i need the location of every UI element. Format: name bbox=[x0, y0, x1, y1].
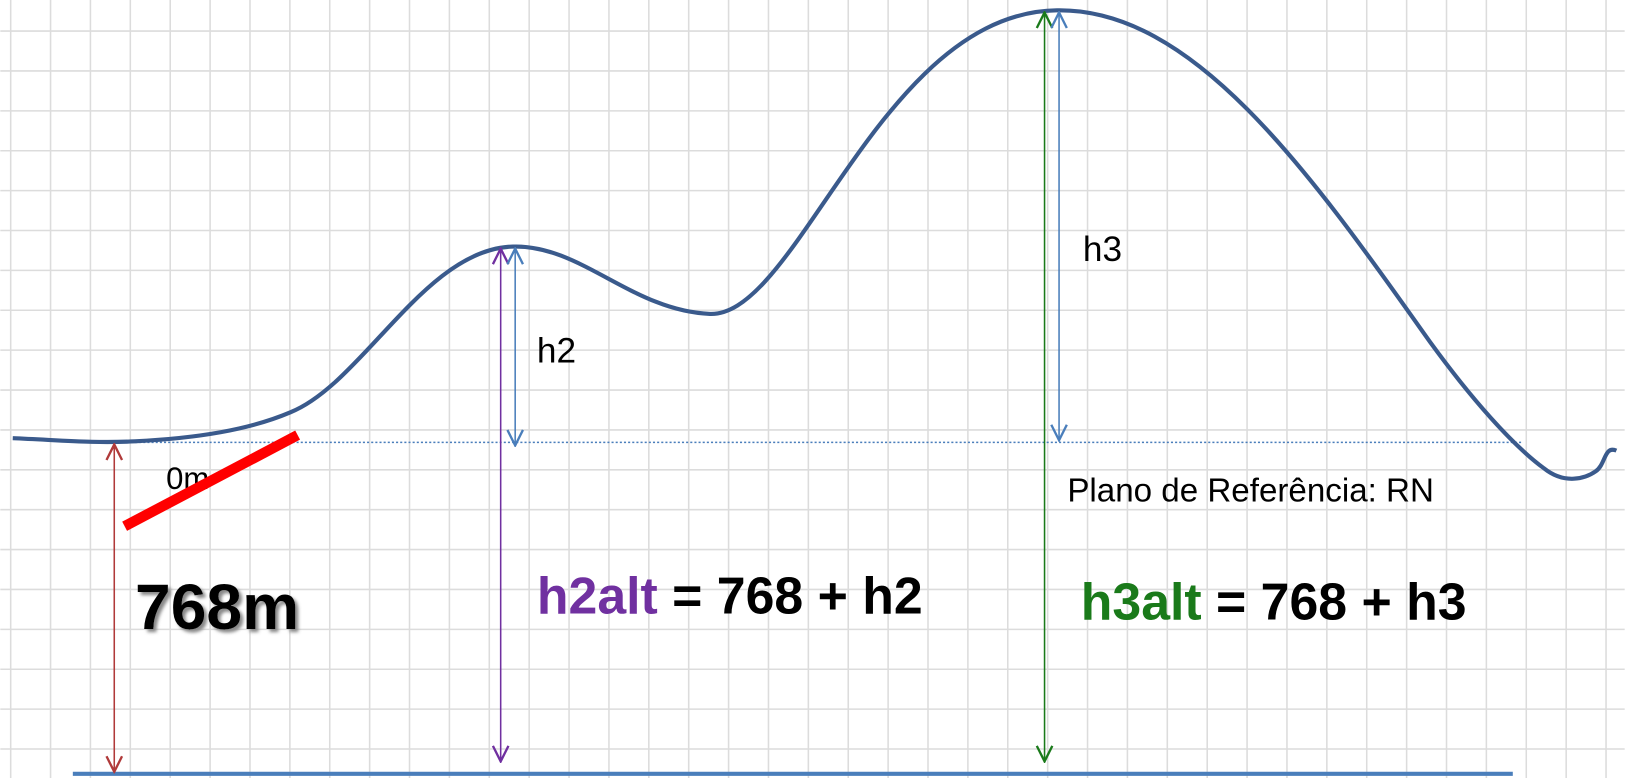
label-h3: h3 bbox=[1083, 230, 1122, 269]
formula-name: h2alt bbox=[537, 566, 658, 624]
label-h2: h2 bbox=[537, 332, 576, 371]
terrain-curve bbox=[12, 8, 1618, 481]
formula-name: h3alt bbox=[1081, 572, 1202, 630]
formula-h2: h2alt = 768 + h2 bbox=[537, 566, 923, 624]
formula-h3: h3alt = 768 + h3 bbox=[1081, 572, 1467, 630]
label-base: 768m bbox=[135, 571, 299, 643]
strike bbox=[122, 430, 301, 531]
formula-rest: = 768 + h2 bbox=[672, 566, 922, 624]
label-reference: Plano de Referência: RN bbox=[1067, 472, 1434, 509]
formula-rest: = 768 + h3 bbox=[1216, 572, 1466, 630]
